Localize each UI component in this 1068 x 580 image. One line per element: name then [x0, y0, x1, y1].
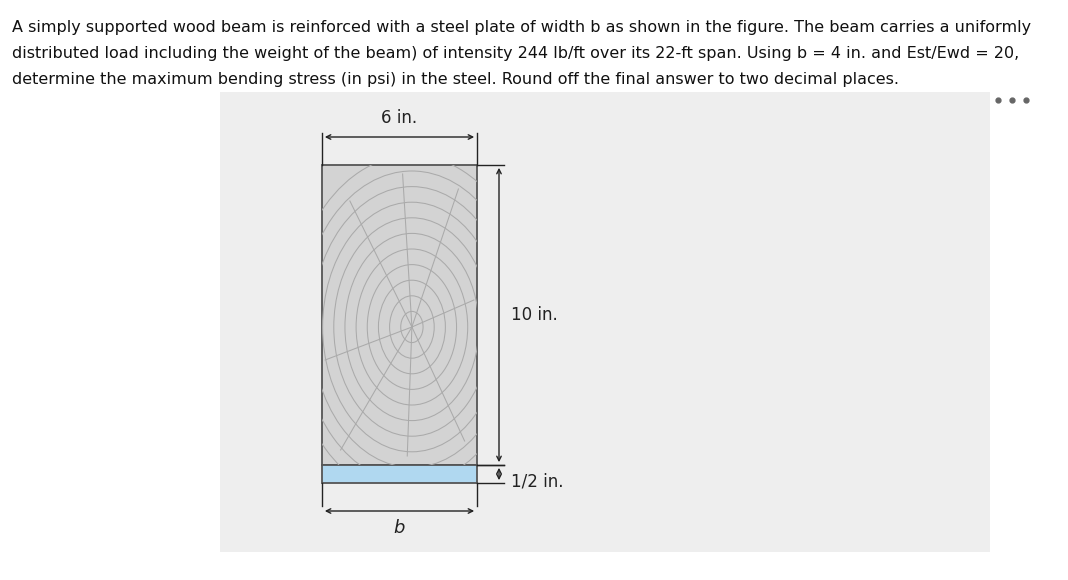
Text: A simply supported wood beam is reinforced with a steel plate of width b as show: A simply supported wood beam is reinforc…	[12, 20, 1031, 35]
Text: 6 in.: 6 in.	[381, 109, 418, 127]
Text: distributed load including the weight of the beam) of intensity 244 lb/ft over i: distributed load including the weight of…	[12, 46, 1019, 61]
Bar	[220, 92, 990, 552]
Text: determine the maximum bending stress (in psi) in the steel. Round off the final : determine the maximum bending stress (in…	[12, 72, 899, 87]
Text: b: b	[394, 519, 405, 537]
Bar	[321, 465, 477, 483]
Text: 10 in.: 10 in.	[511, 306, 557, 324]
Bar	[321, 165, 477, 465]
Text: 1/2 in.: 1/2 in.	[511, 473, 564, 491]
